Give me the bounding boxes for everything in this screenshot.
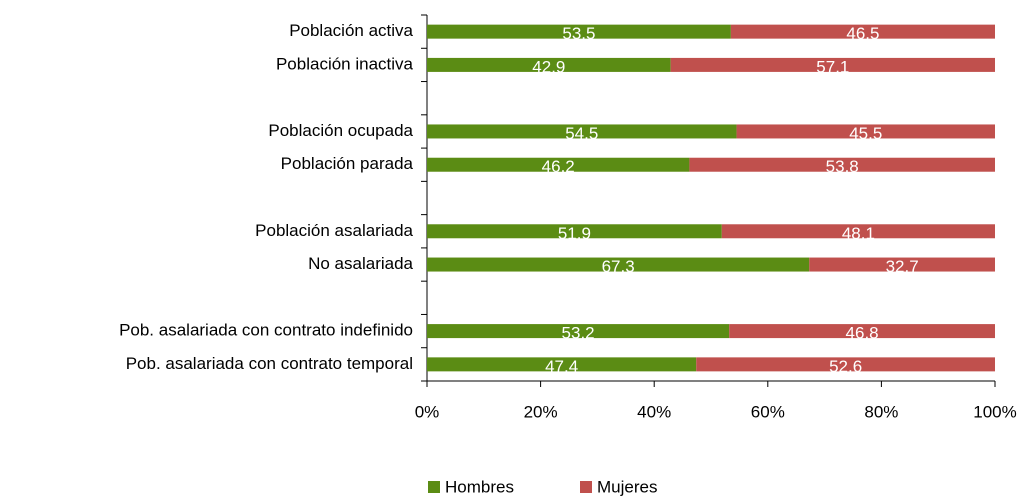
data-label: 46.5 (846, 24, 879, 43)
data-label: 48.1 (842, 224, 875, 243)
bar-segment (427, 24, 731, 39)
x-tick-label: 0% (415, 402, 440, 421)
data-label: 54.5 (565, 124, 598, 143)
bar-segment (427, 224, 722, 239)
data-label: 42.9 (532, 57, 565, 76)
y-tick-label: No asalariada (308, 254, 413, 273)
bar-segment (427, 124, 737, 139)
y-tick-label: Población activa (289, 21, 413, 40)
bar-segment (670, 57, 995, 72)
legend-label: Mujeres (597, 477, 657, 496)
data-label: 32.7 (886, 257, 919, 276)
x-tick-label: 20% (524, 402, 558, 421)
y-tick-label: Población parada (281, 154, 414, 173)
bar-segment (721, 224, 995, 239)
data-label: 51.9 (558, 224, 591, 243)
data-label: 53.5 (562, 24, 595, 43)
data-label: 53.2 (562, 324, 595, 343)
bar-segment (736, 124, 995, 139)
legend-swatch (580, 481, 592, 493)
y-tick-label: Pob. asalariada con contrato indefinido (119, 321, 413, 340)
bar-segment (427, 357, 697, 372)
x-tick-label: 100% (973, 402, 1016, 421)
legend-swatch (428, 481, 440, 493)
data-label: 45.5 (849, 124, 882, 143)
bar-segment (427, 157, 690, 172)
data-label: 46.2 (542, 157, 575, 176)
x-tick-label: 40% (637, 402, 671, 421)
bar-segment (427, 257, 810, 272)
y-tick-label: Población ocupada (268, 121, 413, 140)
data-label: 52.6 (829, 357, 862, 376)
y-tick-label: Población inactiva (276, 54, 414, 73)
x-tick-label: 60% (751, 402, 785, 421)
bar-segment (689, 157, 995, 172)
data-label: 67.3 (602, 257, 635, 276)
bar-segment (427, 57, 671, 72)
data-label: 46.8 (846, 324, 879, 343)
bar-segment (696, 357, 995, 372)
bar-segment (729, 324, 995, 339)
data-label: 53.8 (826, 157, 859, 176)
y-tick-label: Pob. asalariada con contrato temporal (126, 354, 413, 373)
y-tick-label: Población asalariada (255, 221, 413, 240)
data-label: 57.1 (816, 57, 849, 76)
legend-label: Hombres (445, 477, 514, 496)
bar-segment (427, 324, 730, 339)
bar-segment (730, 24, 995, 39)
x-tick-label: 80% (864, 402, 898, 421)
bar-segment (809, 257, 995, 272)
data-label: 47.4 (545, 357, 578, 376)
